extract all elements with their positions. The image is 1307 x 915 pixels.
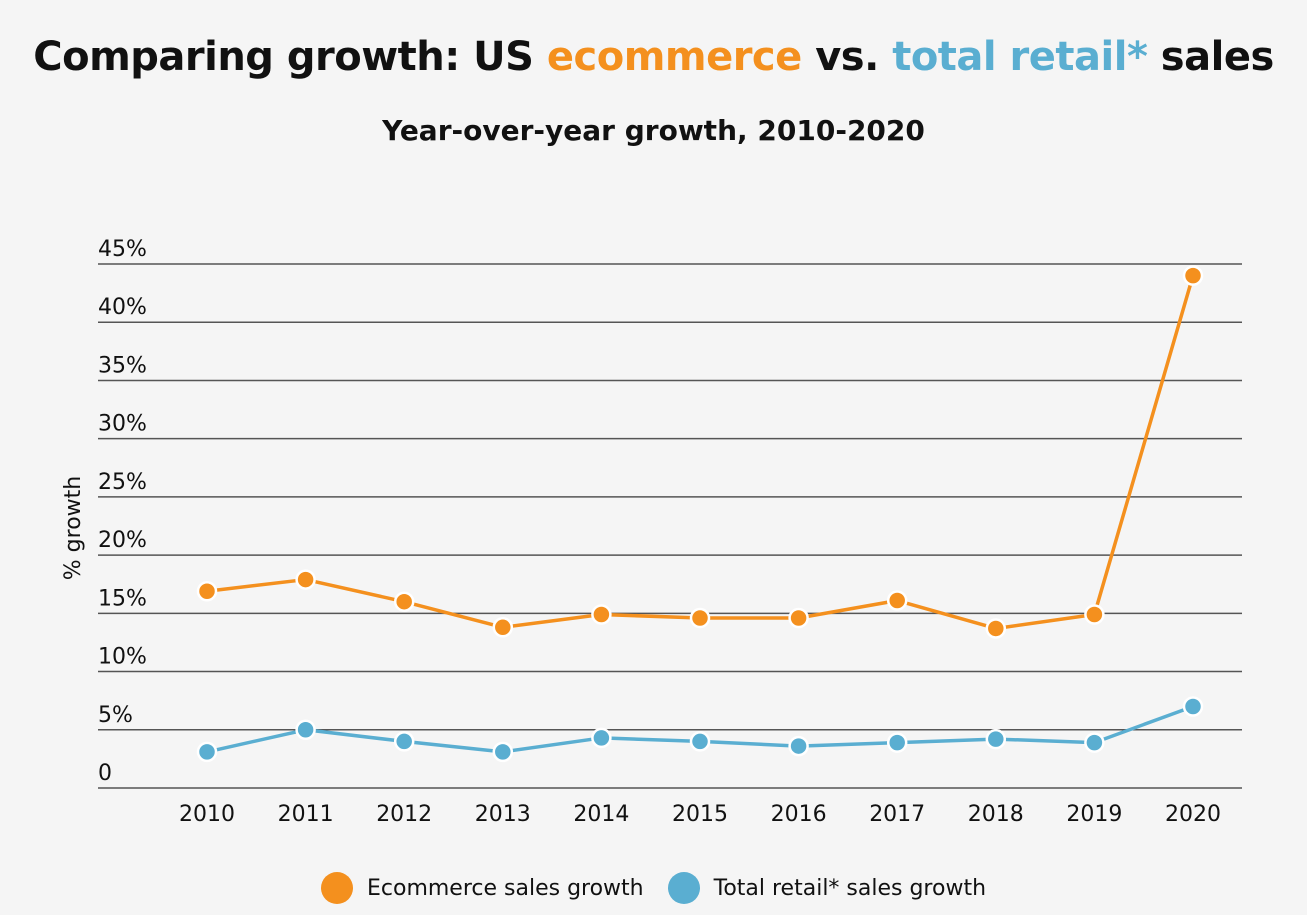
point-s1-2015 [689,731,711,752]
point-s1-2013 [492,741,514,763]
point-s0-2019 [1084,604,1105,625]
x-tick-label-2010: 2010 [179,802,235,827]
legend: Ecommerce sales growth Total retail* sal… [0,872,1307,904]
point-s1-2019 [1084,732,1105,753]
point-s0-2020 [1182,265,1204,286]
title-part-2: vs. [801,34,893,80]
x-tick-label-2020: 2020 [1165,802,1221,827]
x-tick-label-2013: 2013 [475,802,531,827]
y-axis-label: % growth [61,476,86,580]
y-tick-label-15: 15% [98,586,147,611]
point-s1-2017 [886,732,908,753]
point-s1-2010 [196,741,218,763]
point-s0-2017 [886,590,908,611]
point-s1-2018 [985,728,1007,750]
legend-label-retail: Total retail* sales growth [713,875,987,901]
y-tick-label-20: 20% [98,528,147,553]
series-line-0 [206,275,1195,631]
legend-item-ecommerce: Ecommerce sales growth [320,872,644,904]
point-s0-2015 [689,607,711,629]
x-tick-label-2011: 2011 [278,802,334,827]
y-tick-label-45: 45% [98,237,147,262]
legend-dot-retail [667,872,700,904]
point-s0-2013 [492,617,514,638]
x-tick-label-2017: 2017 [869,802,925,827]
point-s1-2020 [1182,696,1204,717]
legend-item-retail: Total retail* sales growth [667,872,987,904]
y-tick-label-40: 40% [98,295,147,320]
x-tick-label-2015: 2015 [672,802,728,827]
chart-subtitle: Year-over-year growth, 2010-2020 [382,114,925,147]
title-part-1: Comparing growth: US [33,34,547,80]
point-s1-2011 [295,719,316,741]
x-tick-label-2014: 2014 [573,802,629,827]
y-tick-label-10: 10% [98,645,147,670]
line-chart: 0 5% 10% 15% 20% 25% 30% 35% 40% 45% 2010 2011 2012 2… [61,237,1242,827]
point-s0-2018 [985,618,1007,639]
y-tick-label-30: 30% [98,412,147,437]
y-tick-label-25: 25% [98,470,147,495]
point-s0-2016 [788,607,809,629]
x-tick-label-2018: 2018 [968,802,1024,827]
chart-title: Comparing growth: US ecommerce vs. total… [0,34,1307,80]
title-ecommerce: ecommerce [546,34,802,80]
point-s0-2012 [393,591,415,612]
point-s1-2012 [393,731,415,752]
point-s1-2016 [788,735,809,757]
point-s0-2011 [295,569,316,590]
legend-label-ecommerce: Ecommerce sales growth [366,875,644,901]
title-total-retail: total retail* [892,34,1148,80]
y-tick-label-35: 35% [98,353,147,378]
x-tick-label-2012: 2012 [376,802,432,827]
title-part-3: sales [1147,34,1274,80]
y-tick-label-5: 5% [98,703,133,728]
point-s0-2010 [196,580,218,602]
y-tick-label-0: 0 [98,761,112,786]
point-s0-2014 [591,604,612,625]
x-tick-label-2019: 2019 [1066,802,1122,827]
x-tick-label-2016: 2016 [771,802,827,827]
point-s1-2014 [591,727,612,749]
legend-dot-ecommerce [320,872,353,904]
